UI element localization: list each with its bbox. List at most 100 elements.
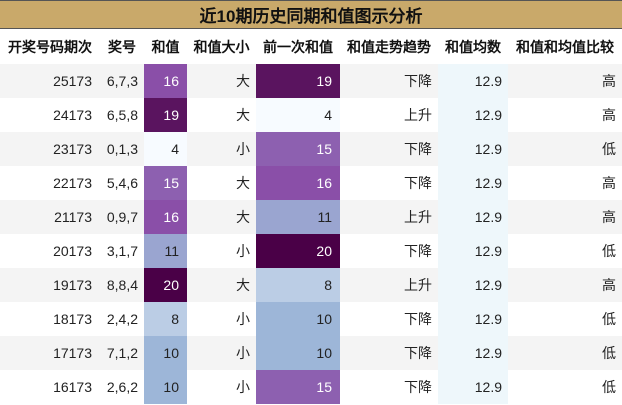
cell-issue: 24173 [53, 107, 92, 123]
cell-numbers: 3,1,7 [106, 243, 138, 259]
table-row: 25173 6,7,3 16 大 19 下降 12.9 高 [0, 64, 622, 98]
cell-prev-sum: 11 [256, 200, 340, 234]
cell-compare: 低 [602, 141, 616, 157]
cell-compare: 高 [602, 209, 616, 225]
cell-numbers: 2,6,2 [106, 379, 138, 395]
cell-trend: 上升 [404, 209, 432, 225]
header-avg: 和值均数 [438, 29, 508, 64]
table-row: 16173 2,6,2 10 小 15 下降 12.9 低 [0, 370, 622, 404]
cell-prev-sum: 20 [256, 234, 340, 268]
cell-issue: 23173 [53, 141, 92, 157]
cell-size: 小 [236, 141, 250, 157]
table-row: 20173 3,1,7 11 小 20 下降 12.9 低 [0, 234, 622, 268]
header-sum: 和值 [144, 29, 187, 64]
cell-trend: 下降 [404, 379, 432, 395]
cell-compare: 高 [602, 73, 616, 89]
table-body: 25173 6,7,3 16 大 19 下降 12.9 高 24173 6,5,8 19 大 4 上升 12… [0, 64, 622, 404]
cell-prev-sum: 15 [256, 370, 340, 404]
cell-prev-sum: 15 [256, 132, 340, 166]
table-row: 23173 0,1,3 4 小 15 下降 12.9 低 [0, 132, 622, 166]
cell-sum: 16 [144, 200, 187, 234]
cell-numbers: 5,4,6 [106, 175, 138, 191]
cell-issue: 19173 [53, 277, 92, 293]
cell-prev-sum: 19 [256, 64, 340, 98]
cell-trend: 下降 [404, 141, 432, 157]
cell-trend: 上升 [404, 107, 432, 123]
cell-trend: 下降 [404, 243, 432, 259]
cell-sum: 10 [144, 336, 187, 370]
analysis-table: 开奖号码期次 奖号 和值 和值大小 前一次和值 和值走势趋势 和值均数 和值和均… [0, 29, 622, 404]
cell-size: 大 [236, 107, 250, 123]
cell-numbers: 6,5,8 [106, 107, 138, 123]
cell-size: 大 [236, 73, 250, 89]
cell-numbers: 8,8,4 [106, 277, 138, 293]
cell-size: 大 [236, 175, 250, 191]
cell-trend: 下降 [404, 175, 432, 191]
cell-numbers: 7,1,2 [106, 345, 138, 361]
header-prev-sum: 前一次和值 [256, 29, 340, 64]
table-row: 19173 8,8,4 20 大 8 上升 12.9 高 [0, 268, 622, 302]
cell-compare: 高 [602, 175, 616, 191]
cell-prev-sum: 10 [256, 302, 340, 336]
header-issue: 开奖号码期次 [0, 29, 100, 64]
cell-trend: 下降 [404, 345, 432, 361]
table-row: 21173 0,9,7 16 大 11 上升 12.9 高 [0, 200, 622, 234]
table-row: 22173 5,4,6 15 大 16 下降 12.9 高 [0, 166, 622, 200]
cell-prev-sum: 16 [256, 166, 340, 200]
table-row: 18173 2,4,2 8 小 10 下降 12.9 低 [0, 302, 622, 336]
cell-sum: 4 [144, 132, 187, 166]
cell-size: 大 [236, 209, 250, 225]
header-size: 和值大小 [187, 29, 256, 64]
cell-compare: 低 [602, 243, 616, 259]
cell-avg: 12.9 [438, 132, 508, 166]
table-row: 24173 6,5,8 19 大 4 上升 12.9 高 [0, 98, 622, 132]
header-numbers: 奖号 [100, 29, 144, 64]
cell-avg: 12.9 [438, 98, 508, 132]
header-trend: 和值走势趋势 [340, 29, 438, 64]
cell-size: 小 [236, 379, 250, 395]
cell-issue: 17173 [53, 345, 92, 361]
cell-sum: 11 [144, 234, 187, 268]
cell-avg: 12.9 [438, 370, 508, 404]
cell-avg: 12.9 [438, 166, 508, 200]
table-row: 17173 7,1,2 10 小 10 下降 12.9 低 [0, 336, 622, 370]
cell-numbers: 6,7,3 [106, 73, 138, 89]
cell-avg: 12.9 [438, 64, 508, 98]
cell-avg: 12.9 [438, 336, 508, 370]
cell-sum: 15 [144, 166, 187, 200]
cell-size: 大 [236, 277, 250, 293]
cell-trend: 上升 [404, 277, 432, 293]
cell-numbers: 2,4,2 [106, 311, 138, 327]
cell-sum: 16 [144, 64, 187, 98]
cell-numbers: 0,1,3 [106, 141, 138, 157]
cell-issue: 20173 [53, 243, 92, 259]
cell-prev-sum: 8 [256, 268, 340, 302]
cell-prev-sum: 4 [256, 98, 340, 132]
table-header-row: 开奖号码期次 奖号 和值 和值大小 前一次和值 和值走势趋势 和值均数 和值和均… [0, 29, 622, 64]
cell-avg: 12.9 [438, 302, 508, 336]
page-title: 近10期历史同期和值图示分析 [0, 0, 622, 29]
cell-compare: 低 [602, 379, 616, 395]
cell-compare: 低 [602, 345, 616, 361]
cell-avg: 12.9 [438, 234, 508, 268]
cell-issue: 22173 [53, 175, 92, 191]
cell-size: 小 [236, 311, 250, 327]
cell-sum: 19 [144, 98, 187, 132]
cell-sum: 8 [144, 302, 187, 336]
cell-avg: 12.9 [438, 200, 508, 234]
cell-compare: 高 [602, 277, 616, 293]
cell-issue: 18173 [53, 311, 92, 327]
cell-size: 小 [236, 243, 250, 259]
cell-issue: 21173 [54, 209, 92, 225]
cell-trend: 下降 [404, 73, 432, 89]
cell-prev-sum: 10 [256, 336, 340, 370]
cell-trend: 下降 [404, 311, 432, 327]
cell-size: 小 [236, 345, 250, 361]
cell-sum: 20 [144, 268, 187, 302]
cell-issue: 25173 [53, 73, 92, 89]
cell-sum: 10 [144, 370, 187, 404]
cell-issue: 16173 [53, 379, 92, 395]
header-compare: 和值和均值比较 [508, 29, 622, 64]
cell-avg: 12.9 [438, 268, 508, 302]
